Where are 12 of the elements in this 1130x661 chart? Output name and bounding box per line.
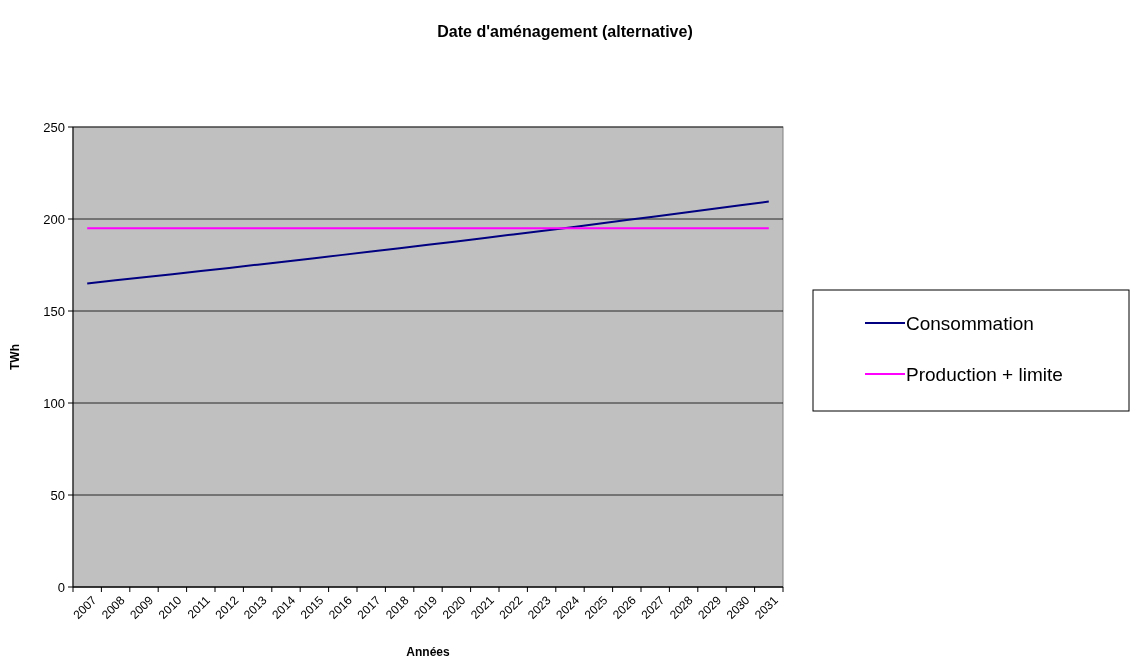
y-axis-title: TWh	[8, 344, 22, 370]
y-tick-label: 100	[43, 395, 65, 411]
y-tick-label: 50	[50, 487, 65, 503]
x-axis-title: Années	[406, 645, 450, 659]
y-tick-label: 0	[57, 579, 65, 595]
legend-label: Consommation	[906, 312, 1034, 334]
y-tick-label: 250	[43, 119, 65, 135]
legend-label: Production + limite	[906, 363, 1063, 385]
line-series	[86, 200, 770, 285]
y-tick-label: 200	[43, 211, 65, 227]
chart-title: Date d'aménagement (alternative)	[437, 23, 693, 40]
y-tick-label: 150	[43, 303, 65, 319]
